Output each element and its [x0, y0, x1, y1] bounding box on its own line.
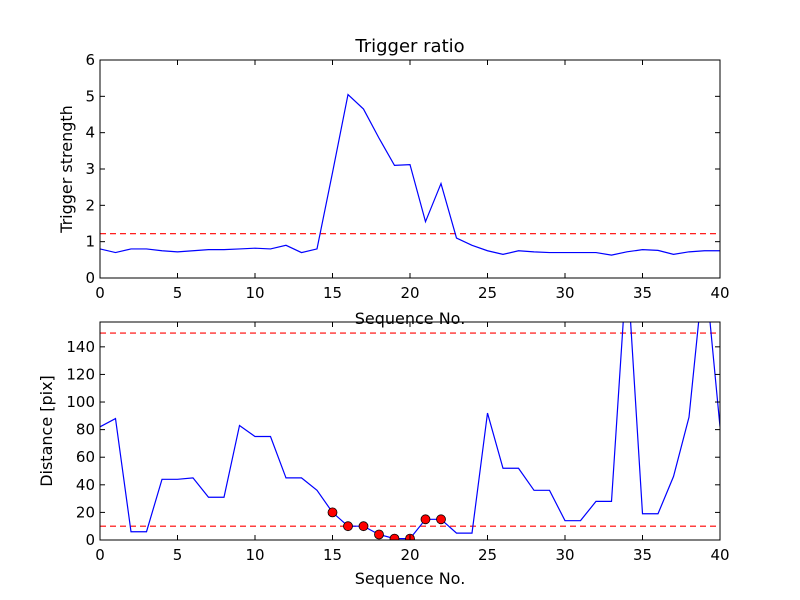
- plot-frame: [99, 59, 721, 279]
- plot-frame: [99, 321, 721, 541]
- y-axis-label: Trigger strength: [57, 105, 76, 234]
- distance-panel: 0 5 10 15 20 25 30 35 40 0 20 40 60 80 100 120 140 Seque…: [37, 321, 730, 588]
- y-tick-label: 120: [66, 365, 95, 383]
- highlight-point: [436, 514, 446, 525]
- x-tick-label: 15: [323, 284, 342, 302]
- y-tick-label: 140: [66, 338, 95, 356]
- y-tick-label: 20: [76, 503, 95, 521]
- y-tick-label: 2: [85, 196, 95, 214]
- highlight-point: [420, 514, 431, 525]
- x-tick-label: 10: [245, 284, 264, 302]
- x-tick-label: 20: [400, 284, 419, 302]
- y-axis-label: Distance [pix]: [37, 375, 56, 487]
- x-axis-label: Sequence No.: [355, 309, 466, 328]
- y-tick-label: 80: [76, 421, 95, 439]
- y-tick-label: 3: [85, 160, 95, 178]
- y-tick-label: 4: [85, 124, 95, 142]
- y-tick-label: 5: [85, 87, 95, 105]
- x-tick-label: 35: [633, 284, 652, 302]
- x-tick-label: 40: [710, 546, 729, 564]
- y-tick-label: 0: [85, 531, 95, 549]
- x-tick-label: 10: [245, 546, 264, 564]
- y-tick-label: 6: [85, 51, 95, 69]
- x-tick-label: 25: [478, 284, 497, 302]
- x-tick-label: 15: [323, 546, 342, 564]
- x-tick-label: 35: [633, 546, 652, 564]
- x-tick-label: 25: [478, 546, 497, 564]
- series-line: [100, 322, 720, 540]
- x-tick-label: 30: [555, 546, 574, 564]
- x-tick-label: 5: [173, 546, 183, 564]
- chart-title: Trigger ratio: [354, 36, 464, 57]
- x-tick-label: 0: [95, 546, 105, 564]
- highlight-point: [374, 529, 384, 540]
- y-tick-label: 1: [85, 233, 95, 251]
- y-tick-label: 100: [66, 393, 95, 411]
- y-tick-label: 40: [76, 476, 95, 494]
- x-tick-label: 30: [555, 284, 574, 302]
- highlight-point: [389, 533, 400, 540]
- x-tick-label: 40: [710, 284, 729, 302]
- x-tick-label: 20: [400, 546, 419, 564]
- highlight-point: [358, 521, 369, 532]
- x-axis-label: Sequence No.: [355, 569, 466, 588]
- x-tick-label: 5: [173, 284, 183, 302]
- trigger-ratio-panel: Trigger ratio 0 5 10 15 20 25 30 35 40 0 1 2 3 4 5 6 Se…: [57, 36, 730, 328]
- y-tick-label: 0: [85, 269, 95, 287]
- x-tick-label: 0: [95, 284, 105, 302]
- highlight-point: [343, 521, 353, 532]
- y-tick-label: 60: [76, 448, 95, 466]
- series-line: [100, 93, 720, 256]
- highlight-point: [327, 507, 338, 518]
